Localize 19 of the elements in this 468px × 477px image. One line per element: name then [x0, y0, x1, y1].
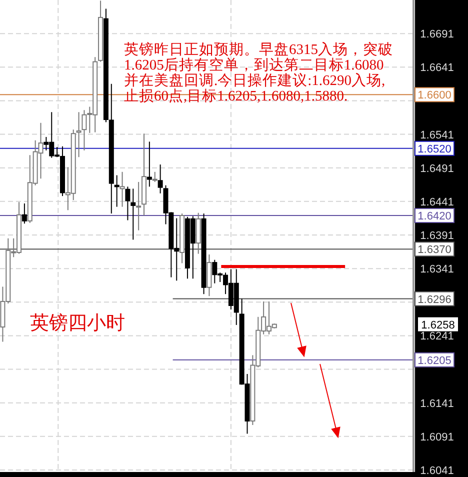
y-tick-label: 1.6041	[420, 464, 454, 477]
y-tick-label: 1.6641	[420, 62, 454, 74]
y-tick-label: 1.6091	[420, 431, 454, 444]
y-tick-label: 1.6491	[420, 162, 454, 175]
ref-line-label: 1.6600	[418, 90, 452, 102]
y-tick-label: 1.6691	[420, 28, 454, 41]
y-tick-label: 1.6441	[420, 196, 454, 208]
y-tick-label: 1.6541	[420, 129, 454, 142]
y-tick-label: 1.6391	[420, 230, 454, 242]
y-tick-label: 1.6341	[420, 264, 454, 276]
ref-line-label: 1.6205	[418, 354, 452, 367]
y-tick-label: 1.6241	[420, 330, 454, 343]
ref-line-label: 1.6420	[418, 210, 452, 223]
y-tick-label: 1.6258	[421, 319, 455, 332]
ref-line-label: 1.6296	[418, 294, 452, 306]
annotation: 英镑四小时	[30, 313, 125, 334]
y-tick-label: 1.6141	[420, 398, 454, 410]
ref-line-label: 1.6370	[418, 244, 452, 256]
ref-line-label: 1.6520	[418, 143, 452, 156]
